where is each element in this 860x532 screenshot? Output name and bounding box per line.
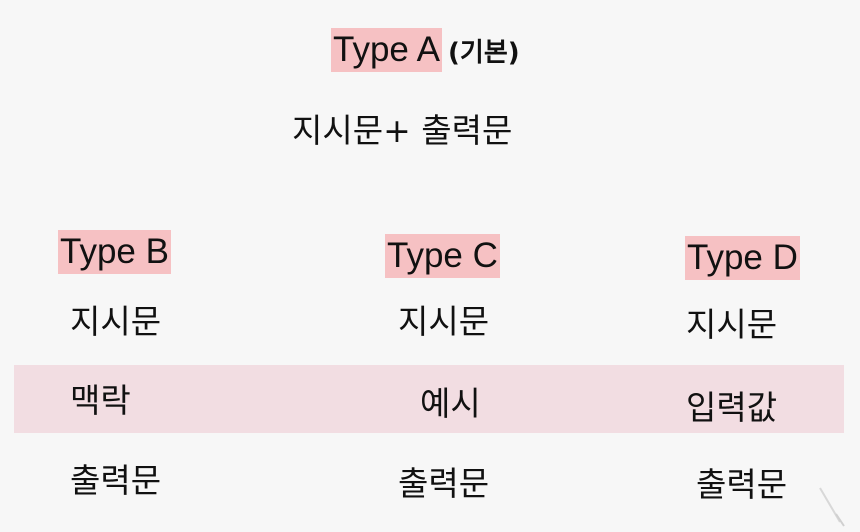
- type-b-label: Type B: [58, 230, 171, 274]
- type-d-row-3: 출력문: [696, 465, 788, 504]
- type-a-label: Type A: [331, 28, 443, 72]
- type-b-row-2: 맥락: [70, 381, 131, 420]
- type-d-label: Type D: [685, 236, 800, 280]
- decorative-line-mark: [819, 487, 845, 527]
- type-a-note: (기본): [448, 37, 520, 68]
- type-d-row-2: 입력값: [686, 388, 778, 427]
- type-c-row-1: 지시문: [398, 302, 490, 341]
- type-d-row-1: 지시문: [686, 305, 778, 344]
- type-b-row-3: 출력문: [70, 461, 162, 500]
- type-c-row-3: 출력문: [398, 464, 490, 503]
- type-c-label: Type C: [385, 234, 500, 278]
- type-b-row-1: 지시문: [70, 302, 162, 341]
- middle-row-band: [14, 365, 844, 433]
- type-a-formula: 지시문+ 출력문: [292, 111, 513, 150]
- type-c-row-2: 예시: [420, 384, 481, 423]
- type-a-header: Type A (기본): [331, 27, 520, 73]
